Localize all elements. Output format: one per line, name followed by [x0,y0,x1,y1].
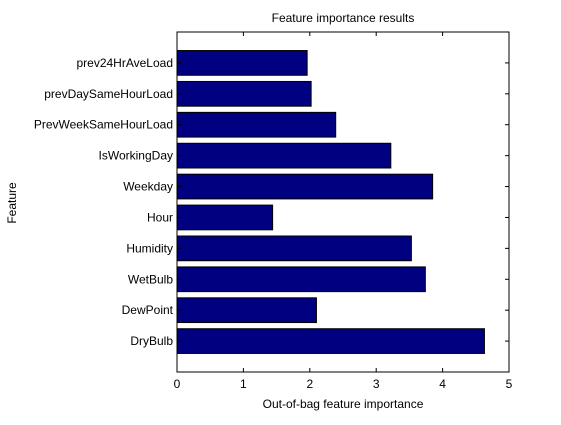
bar-PrevWeekSameHourLoad [176,111,337,138]
y-tick-label: Weekday [123,180,173,194]
y-tick-label: prev24HrAveLoad [76,56,173,70]
y-tick-label: PrevWeekSameHourLoad [34,118,173,132]
bar-DewPoint [176,297,317,324]
chart-title: Feature importance results [272,11,415,25]
bar-DryBulb [176,328,485,354]
x-tick-label: 3 [373,377,380,391]
bar-prevDaySameHourLoad [176,80,312,107]
x-tick-label: 5 [506,377,513,391]
x-axis-label: Out-of-bag feature importance [263,397,424,411]
y-tick-label: Hour [147,210,173,224]
bar-Weekday [176,173,434,200]
bar-prev24HrAveLoad [176,50,308,76]
x-tick-label: 2 [306,377,313,391]
bar-WetBulb [176,266,426,293]
x-tick-label: 1 [240,377,247,391]
y-tick-label: Humidity [126,241,173,255]
y-tick-label: DryBulb [130,334,173,348]
bar-IsWorkingDay [176,142,392,169]
bar-Hour [176,204,274,231]
y-tick-label: IsWorkingDay [99,149,173,163]
bar-Humidity [176,235,412,262]
x-tick-label: 4 [439,377,446,391]
y-axis-label: Feature [5,182,19,224]
y-tick-label: DewPoint [122,303,174,317]
x-tick-label: 0 [174,377,181,391]
y-tick-label: WetBulb [128,272,173,286]
y-tick-label: prevDaySameHourLoad [44,87,173,101]
